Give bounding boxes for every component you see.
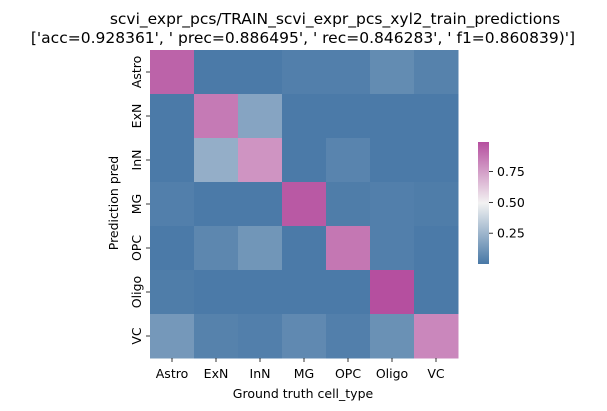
heatmap-cell [414, 138, 459, 183]
y-tick-label: VC [129, 327, 144, 345]
colorbar [478, 142, 489, 264]
x-tick-label: ExN [204, 366, 229, 381]
heatmap-cell [370, 270, 415, 315]
x-tick-label: VC [427, 366, 445, 381]
heatmap-cell [326, 94, 371, 139]
x-tick-labels: Astro ExN InN MG OPC Oligo VC [156, 358, 445, 381]
heatmap-cell [194, 138, 239, 183]
heatmap-cell [238, 226, 283, 271]
heatmap-cell [326, 314, 371, 359]
heatmap-cell [282, 50, 327, 95]
heatmap-cell [238, 94, 283, 139]
heatmap-cell [150, 270, 195, 315]
heatmap-cell [414, 270, 459, 315]
heatmap-cell [370, 314, 415, 359]
y-tick-label: InN [129, 150, 144, 171]
heatmap-cell [326, 270, 371, 315]
y-tick-label: ExN [129, 104, 144, 129]
heatmap-cell [282, 314, 327, 359]
heatmap-cell [326, 50, 371, 95]
heatmap-cell [414, 50, 459, 95]
heatmap-cell [370, 226, 415, 271]
heatmap-cell [282, 270, 327, 315]
heatmap-cell [282, 138, 327, 183]
heatmap-cell [370, 50, 415, 95]
chart-title: scvi_expr_pcs/TRAIN_scvi_expr_pcs_xyl2_t… [110, 10, 560, 29]
colorbar-tick-label: 0.75 [497, 164, 525, 179]
heatmap-cells [150, 50, 459, 359]
x-tick-label: Oligo [376, 366, 408, 381]
heatmap-cell [282, 226, 327, 271]
heatmap-cell [194, 226, 239, 271]
x-tick-label: MG [294, 366, 314, 381]
heatmap-cell [194, 314, 239, 359]
heatmap-cell [414, 226, 459, 271]
heatmap-cell [238, 138, 283, 183]
heatmap-cell [370, 94, 415, 139]
heatmap-cell [238, 270, 283, 315]
heatmap-cell [238, 50, 283, 95]
heatmap-cell [282, 182, 327, 227]
x-tick-label: InN [250, 366, 271, 381]
heatmap-cell [150, 94, 195, 139]
heatmap-cell [414, 314, 459, 359]
y-tick-label: MG [129, 194, 144, 214]
y-axis-label: Prediction pred [106, 156, 121, 251]
y-tick-label: OPC [129, 235, 144, 261]
x-axis-label: Ground truth cell_type [233, 386, 374, 401]
y-tick-label: Oligo [129, 276, 144, 308]
heatmap-cell [194, 94, 239, 139]
heatmap-cell [238, 182, 283, 227]
x-tick-label: OPC [335, 366, 361, 381]
heatmap-cell [150, 50, 195, 95]
y-tick-labels: Astro ExN InN MG OPC Oligo VC [129, 56, 150, 345]
colorbar-tick-label: 0.25 [497, 226, 525, 241]
heatmap-cell [326, 226, 371, 271]
heatmap-cell [414, 94, 459, 139]
heatmap-cell [194, 182, 239, 227]
heatmap-cell [150, 182, 195, 227]
x-tick-label: Astro [156, 366, 188, 381]
heatmap-cell [194, 50, 239, 95]
heatmap-cell [150, 314, 195, 359]
heatmap-cell [238, 314, 283, 359]
heatmap-cell [414, 182, 459, 227]
heatmap-cell [194, 270, 239, 315]
heatmap-cell [370, 138, 415, 183]
heatmap-cell [150, 138, 195, 183]
heatmap-cell [150, 226, 195, 271]
heatmap-cell [326, 182, 371, 227]
heatmap-cell [326, 138, 371, 183]
colorbar-tick-label: 0.50 [497, 195, 525, 210]
colorbar-ticks: 0.25 0.50 0.75 [489, 164, 525, 241]
chart-subtitle: ['acc=0.928361', ' prec=0.886495', ' rec… [31, 29, 575, 47]
y-tick-label: Astro [129, 56, 144, 88]
heatmap-cell [370, 182, 415, 227]
heatmap-cell [282, 94, 327, 139]
